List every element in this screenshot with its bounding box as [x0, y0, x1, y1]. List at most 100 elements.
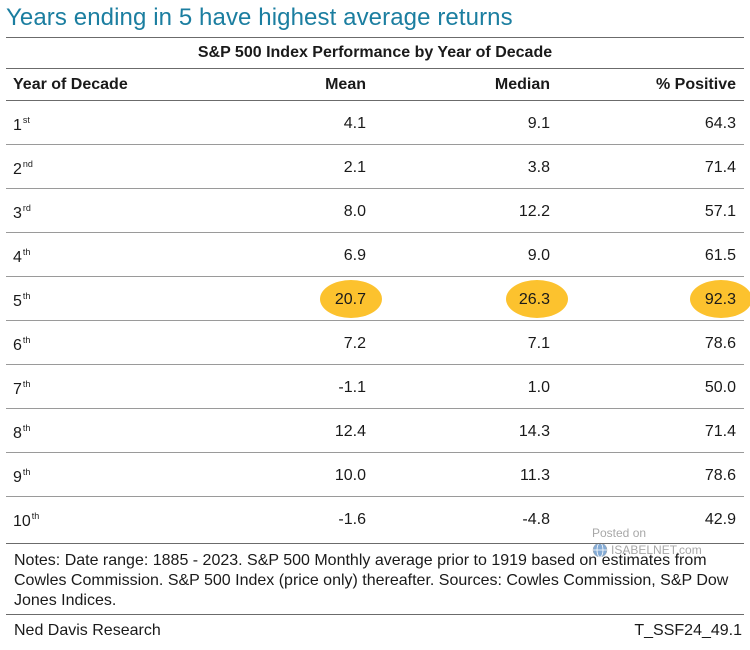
year-suffix: rd: [22, 203, 31, 213]
year-suffix: th: [22, 423, 31, 433]
year-cell: 10th: [13, 511, 39, 531]
median-cell: 12.2: [518, 203, 550, 220]
positive-cell: 57.1: [704, 203, 736, 220]
year-number: 5: [13, 293, 22, 310]
notes-divider: [6, 543, 744, 544]
column-header-median: Median: [494, 76, 550, 93]
mean-cell: 12.4: [334, 423, 366, 440]
column-header-year: Year of Decade: [13, 76, 128, 93]
mean-cell: 7.2: [343, 335, 366, 352]
median-cell: 9.1: [527, 115, 550, 132]
page-title: Years ending in 5 have highest average r…: [6, 4, 513, 31]
table-title: S&P 500 Index Performance by Year of Dec…: [197, 44, 553, 61]
year-cell: 4th: [13, 247, 30, 267]
mean-cell: 10.0: [334, 467, 366, 484]
watermark-brand-text: ISABELNET.com: [611, 543, 702, 557]
table-row: 2nd 2.1 3.8 71.4: [6, 145, 744, 189]
table-row: 7th -1.1 1.0 50.0: [6, 365, 744, 409]
table-row: 10th -1.6 -4.8 42.9: [6, 497, 744, 541]
year-number: 10: [13, 513, 31, 530]
mean-cell: 2.1: [343, 159, 366, 176]
table-row: 5th 20.7 26.3 92.3: [6, 277, 744, 321]
row-divider: [416, 276, 744, 277]
year-number: 2: [13, 161, 22, 178]
footer-source: Ned Davis Research: [14, 622, 161, 639]
title-divider: [6, 68, 744, 69]
table-header: Year of Decade Mean Median % Positive: [6, 73, 744, 99]
year-suffix: th: [22, 247, 31, 257]
year-cell: 8th: [13, 423, 30, 443]
row-divider: [6, 232, 416, 233]
highlight-mean-oval: [320, 280, 382, 318]
median-cell: 11.3: [520, 467, 550, 484]
year-number: 3: [13, 205, 22, 222]
year-number: 1: [13, 117, 22, 134]
watermark-posted-label: Posted on: [592, 526, 647, 540]
mean-cell: -1.1: [338, 379, 366, 396]
row-divider: [6, 496, 416, 497]
median-cell: 9.0: [527, 247, 550, 264]
positive-cell: 71.4: [704, 159, 736, 176]
year-cell: 6th: [13, 335, 30, 355]
year-cell: 9th: [13, 467, 30, 487]
year-number: 4: [13, 249, 22, 266]
row-divider: [416, 144, 744, 145]
mean-cell: -1.6: [338, 511, 366, 528]
row-divider: [416, 232, 744, 233]
row-divider: [6, 144, 416, 145]
year-cell: 2nd: [13, 159, 33, 179]
highlight-positive-oval: [690, 280, 750, 318]
year-number: 7: [13, 381, 22, 398]
positive-cell: 71.4: [704, 423, 736, 440]
table-row: 8th 12.4 14.3 71.4: [6, 409, 744, 453]
mean-cell: 4.1: [343, 115, 366, 132]
row-divider: [6, 188, 416, 189]
year-cell: 1st: [13, 115, 30, 135]
year-suffix: th: [22, 291, 31, 301]
median-cell: 14.3: [518, 423, 550, 440]
row-divider: [6, 364, 416, 365]
year-cell: 7th: [13, 379, 30, 399]
highlight-median-oval: [506, 280, 568, 318]
top-divider: [6, 37, 744, 38]
year-suffix: st: [22, 115, 30, 125]
median-cell: 26.3: [518, 291, 550, 308]
footer-code: T_SSF24_49.1: [634, 622, 742, 639]
mean-cell: 8.0: [343, 203, 366, 220]
year-suffix: th: [22, 379, 31, 389]
table-row: 4th 6.9 9.0 61.5: [6, 233, 744, 277]
table-row: 1st 4.1 9.1 64.3: [6, 101, 744, 145]
column-header-positive: % Positive: [655, 76, 736, 93]
mean-cell: 20.7: [334, 291, 366, 308]
year-suffix: th: [22, 335, 31, 345]
notes-text: Notes: Date range: 1885 - 2023. S&P 500 …: [14, 552, 729, 609]
positive-cell: 50.0: [704, 379, 736, 396]
year-suffix: nd: [22, 159, 33, 169]
row-divider: [416, 452, 744, 453]
row-divider: [416, 188, 744, 189]
median-cell: 7.1: [527, 335, 550, 352]
positive-cell: 92.3: [704, 291, 736, 308]
positive-cell: 42.9: [704, 511, 736, 528]
mean-cell: 6.9: [343, 247, 366, 264]
median-cell: -4.8: [522, 511, 550, 528]
positive-cell: 78.6: [704, 335, 736, 352]
year-number: 6: [13, 337, 22, 354]
row-divider: [6, 320, 416, 321]
year-cell: 5th: [13, 291, 30, 311]
table-row: 6th 7.2 7.1 78.6: [6, 321, 744, 365]
table-row: 9th 10.0 11.3 78.6: [6, 453, 744, 497]
row-divider: [416, 408, 744, 409]
row-divider: [6, 276, 416, 277]
watermark: Posted on ISABELNET.com: [592, 526, 702, 558]
row-divider: [416, 496, 744, 497]
positive-cell: 64.3: [704, 115, 736, 132]
row-divider: [416, 320, 744, 321]
row-divider: [6, 408, 416, 409]
footer-divider: [6, 614, 744, 615]
table-row: 3rd 8.0 12.2 57.1: [6, 189, 744, 233]
positive-cell: 78.6: [704, 467, 736, 484]
year-suffix: th: [22, 467, 31, 477]
row-divider: [416, 364, 744, 365]
row-divider: [6, 452, 416, 453]
